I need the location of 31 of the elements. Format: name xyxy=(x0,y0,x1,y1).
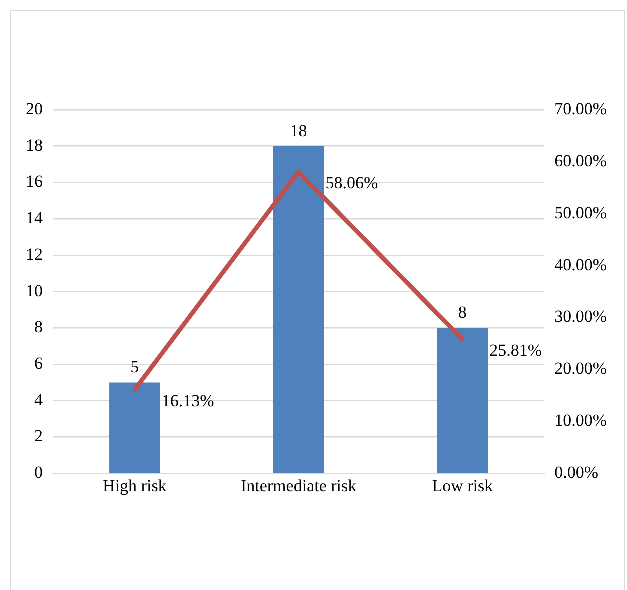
y-tick-label: 8 xyxy=(34,318,43,337)
y-tick-label: 20 xyxy=(26,99,43,118)
y-tick-label: 0 xyxy=(34,463,43,482)
data-label: 18 xyxy=(290,121,308,140)
y2-tick-label: 40.00% xyxy=(554,255,608,274)
y2-tick-label: 30.00% xyxy=(554,307,608,326)
y-tick-label: 14 xyxy=(26,208,44,228)
data-label: 58.06% xyxy=(326,173,378,192)
y2-tick-label: 20.00% xyxy=(554,359,608,378)
data-label: 8 xyxy=(458,303,467,322)
bar xyxy=(437,328,488,473)
y-tick-label: 10 xyxy=(26,281,43,300)
y-tick-label: 6 xyxy=(34,354,43,373)
x-tick-label: Low risk xyxy=(432,476,494,496)
data-label: 16.13% xyxy=(162,391,214,410)
bar xyxy=(110,382,160,473)
y-tick-label: 16 xyxy=(26,172,43,192)
bar xyxy=(273,146,324,473)
y-tick-label: 4 xyxy=(34,390,44,410)
y-tick-label: 12 xyxy=(26,244,43,264)
y2-tick-label: 0.00% xyxy=(554,463,599,482)
y2-tick-label: 60.00% xyxy=(554,151,608,170)
x-tick-label: Intermediate risk xyxy=(240,476,358,496)
y2-tick-label: 10.00% xyxy=(554,411,608,430)
y-tick-label: 2 xyxy=(34,426,43,446)
y2-tick-label: 70.00% xyxy=(554,99,608,118)
y2-tick-label: 50.00% xyxy=(554,203,608,222)
x-tick-label: High risk xyxy=(103,476,168,496)
data-label: 25.81% xyxy=(490,341,542,360)
data-label: 5 xyxy=(130,358,140,377)
y-tick-label: 18 xyxy=(26,136,43,155)
